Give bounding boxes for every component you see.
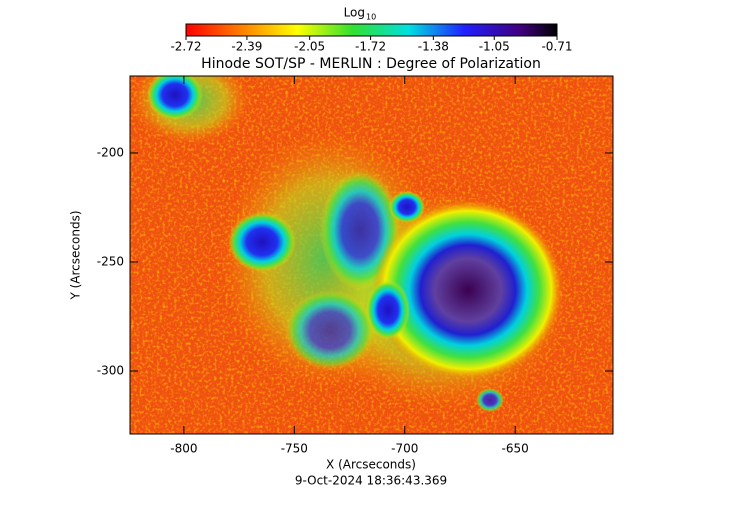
y-tick-label: -200 (97, 145, 124, 159)
colorbar-tick-label: -2.39 (231, 40, 262, 54)
colorbar-tick-label: -1.72 (355, 40, 386, 54)
plot-frame (129, 75, 614, 435)
colorbar-tick-label: -1.38 (418, 40, 449, 54)
colorbar-title: Log (344, 6, 365, 20)
x-tick-label: -650 (502, 442, 529, 456)
x-tick-label: -750 (281, 442, 308, 456)
y-tick-label: -250 (97, 254, 124, 268)
x-axis-label: X (Arcseconds) (326, 458, 416, 472)
colorbar-tick-label: -2.72 (170, 40, 201, 54)
footer: 9-Oct-2024 18:36:43.369 (295, 474, 447, 488)
colorbar-tick-label: -2.05 (294, 40, 325, 54)
y-axis-label: Y (Arcseconds) (69, 210, 83, 300)
x-tick-label: -800 (170, 442, 197, 456)
y-tick-label: -300 (97, 363, 124, 377)
chart-title: Hinode SOT/SP - MERLIN : Degree of Polar… (201, 56, 541, 72)
colorbar-title-subscript: 10 (366, 13, 376, 22)
x-tick-label: -700 (391, 442, 418, 456)
colorbar (185, 23, 558, 37)
colorbar-tick-label: -0.71 (541, 40, 572, 54)
heatmap-image (130, 76, 613, 434)
colorbar-tick-label: -1.05 (479, 40, 510, 54)
